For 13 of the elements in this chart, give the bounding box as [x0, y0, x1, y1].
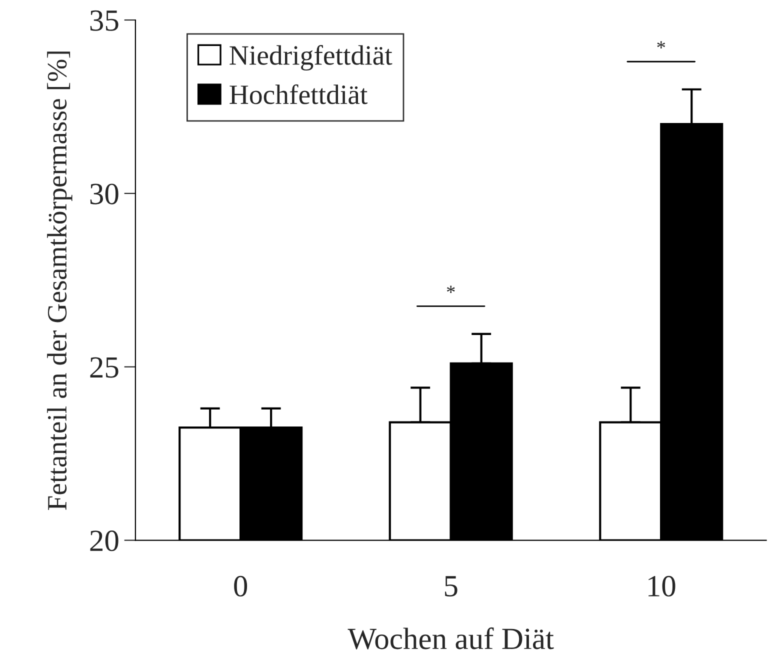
y-axis-title: Fettanteil an der Gesamtkörpermasse [%] [47, 52, 72, 510]
annotation: * [657, 41, 666, 48]
x-tick-label: 0 [234, 576, 248, 596]
legend-label: Niedrigfettdiät [230, 45, 392, 71]
x-tick-label: 10 [648, 576, 676, 596]
y-tick-label: 30 [90, 184, 118, 204]
y-tick-label: 25 [90, 357, 118, 378]
x-axis-title: Wochen auf Diät [348, 627, 554, 650]
y-tick-label: 35 [90, 10, 118, 31]
annotation: * [446, 286, 455, 293]
x-tick-label: 5 [444, 576, 458, 596]
y-tick-label: 20 [90, 530, 118, 552]
legend-label: Hochfettdiät [230, 84, 368, 104]
